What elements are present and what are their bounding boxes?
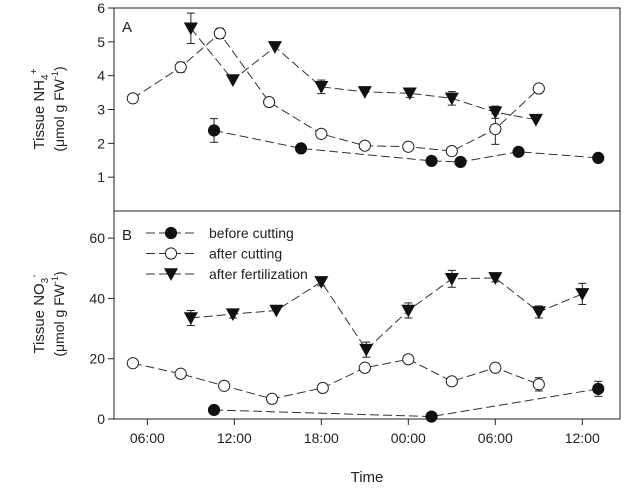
panel-a-label: A — [122, 19, 132, 36]
data-point-before-cutting — [207, 124, 221, 137]
y-tick-label: 4 — [97, 68, 105, 84]
series-line-after-fertilization — [190, 27, 536, 121]
y-tick-label: 20 — [89, 351, 105, 367]
legend: before cutting after cutting after fertili… — [146, 225, 308, 282]
data-point-after-fertilization — [488, 106, 503, 120]
x-tick-label: 06:00 — [130, 430, 165, 446]
data-point-after-fertilization — [528, 113, 543, 127]
data-point-before-cutting — [512, 145, 525, 158]
data-point-after-fertilization — [267, 41, 282, 54]
legend-marker — [164, 247, 178, 260]
panel-b-label: B — [122, 227, 132, 244]
data-point-after-cutting — [358, 361, 371, 374]
x-axis: 06:00 12:00 18:00 00:00 06:00 12:00 — [130, 419, 600, 446]
data-point-after-fertilization — [359, 343, 374, 357]
data-point-after-cutting — [315, 127, 328, 140]
data-point-after-cutting — [445, 145, 458, 158]
x-tick-label: 12:00 — [217, 430, 252, 446]
data-point-after-fertilization — [269, 304, 284, 318]
data-point-after-cutting — [358, 139, 371, 152]
x-tick-label: 06:00 — [478, 430, 513, 446]
data-point-after-cutting — [126, 357, 139, 370]
series-line-before-cutting — [214, 388, 599, 418]
legend-label: before cutting — [209, 225, 294, 241]
panel-a-ylabel: Tissue NH4+ — [29, 68, 51, 149]
y-tick-label: 0 — [97, 411, 105, 427]
legend-marker — [163, 268, 179, 281]
x-tick-label: 12:00 — [565, 430, 600, 446]
data-point-after-fertilization — [401, 304, 416, 318]
panel-b-y-axis: 0 20 40 60 — [89, 230, 114, 427]
data-point-before-cutting — [425, 410, 438, 423]
data-point-after-fertilization — [575, 288, 590, 301]
y-tick-label: 5 — [97, 34, 105, 50]
panel-a-y-axis: 1 2 3 4 5 6 — [97, 0, 114, 185]
y-tick-label: 3 — [97, 102, 105, 118]
y-tick-label: 6 — [97, 0, 105, 16]
data-point-after-fertilization — [402, 87, 417, 101]
data-point-after-cutting — [445, 375, 458, 388]
data-point-before-cutting — [294, 142, 308, 155]
data-point-after-cutting — [489, 123, 502, 136]
data-point-before-cutting — [592, 151, 605, 164]
data-point-after-fertilization — [444, 273, 459, 286]
legend-label: after fertilization — [209, 266, 308, 282]
y-tick-label: 40 — [89, 290, 105, 306]
data-point-after-fertilization — [314, 276, 329, 289]
data-point-after-fertilization — [531, 306, 546, 319]
x-tick-label: 00:00 — [391, 430, 426, 446]
data-point-before-cutting — [592, 382, 605, 395]
y-tick-label: 2 — [97, 135, 105, 151]
data-point-after-fertilization — [444, 92, 459, 106]
data-point-before-cutting — [207, 403, 221, 417]
series-line-after-fertilization — [190, 277, 583, 351]
panel-a-plot-area — [126, 12, 605, 169]
data-point-after-fertilization — [225, 308, 240, 322]
data-point-after-fertilization — [183, 22, 198, 36]
legend-label: after cutting — [209, 246, 282, 262]
data-point-before-cutting — [425, 154, 438, 168]
data-point-after-cutting — [532, 82, 545, 95]
series-line-after-cutting — [132, 32, 540, 152]
data-point-after-fertilization — [314, 81, 329, 94]
y-tick-label: 60 — [89, 230, 105, 246]
data-point-after-cutting — [532, 378, 545, 391]
data-point-after-cutting — [316, 381, 329, 395]
data-point-after-fertilization — [357, 86, 372, 99]
data-point-after-cutting — [402, 353, 415, 366]
data-point-after-fertilization — [225, 74, 240, 87]
data-point-after-cutting — [174, 61, 187, 74]
panel-b-plot-area — [126, 269, 605, 423]
panel-a-ylabel-unit: (μmol g FW-1) — [50, 66, 67, 151]
panel-a-frame — [113, 7, 621, 212]
panel-b-frame — [113, 210, 621, 420]
x-axis-label: Time — [351, 469, 384, 486]
data-point-after-cutting — [174, 367, 187, 380]
data-point-after-cutting — [489, 361, 502, 374]
legend-marker — [164, 226, 178, 240]
data-point-after-cutting — [213, 27, 226, 40]
data-point-after-cutting — [218, 379, 231, 392]
panel-b: 0 20 40 60 B Tissue NO3- (μmol g FW-1) — [29, 210, 621, 427]
x-tick-label: 18:00 — [304, 430, 339, 446]
data-point-after-cutting — [126, 92, 139, 105]
data-point-after-fertilization — [183, 312, 198, 325]
data-point-after-fertilization — [488, 272, 503, 285]
panel-a: 1 2 3 4 5 6 A Tissue NH4+ (μmol g FW-1) — [29, 0, 621, 212]
panel-b-ylabel: Tissue NO3- — [29, 274, 51, 353]
data-point-after-cutting — [402, 140, 415, 153]
panel-b-ylabel-unit: (μmol g FW-1) — [50, 271, 67, 356]
series-line-after-cutting — [132, 358, 539, 400]
data-point-after-cutting — [265, 392, 279, 405]
series-line-before-cutting — [213, 129, 599, 163]
data-point-after-cutting — [263, 95, 276, 109]
y-tick-label: 1 — [97, 169, 105, 185]
data-point-before-cutting — [454, 155, 467, 169]
